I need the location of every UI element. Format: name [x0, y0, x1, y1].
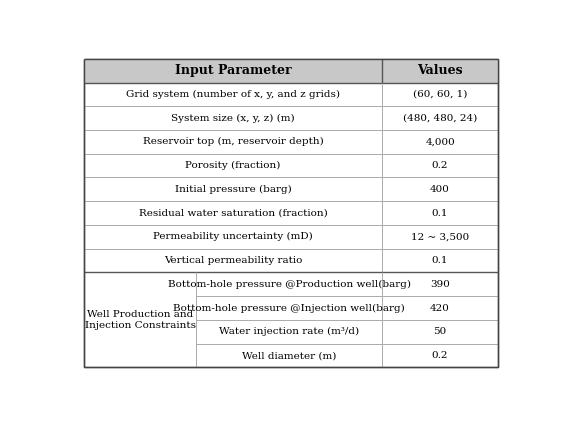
Text: 12 ~ 3,500: 12 ~ 3,500	[411, 233, 469, 241]
Text: System size (x, y, z) (m): System size (x, y, z) (m)	[172, 114, 295, 123]
Text: 400: 400	[430, 185, 450, 194]
Text: 0.1: 0.1	[432, 208, 448, 218]
Text: Well Production and
Injection Constraints: Well Production and Injection Constraint…	[85, 310, 195, 330]
Text: (60, 60, 1): (60, 60, 1)	[413, 90, 467, 99]
Text: 50: 50	[433, 327, 446, 336]
Text: Water injection rate (m³/d): Water injection rate (m³/d)	[219, 327, 359, 336]
Text: (480, 480, 24): (480, 480, 24)	[403, 114, 477, 123]
Text: Porosity (fraction): Porosity (fraction)	[186, 161, 281, 170]
Text: Residual water saturation (fraction): Residual water saturation (fraction)	[139, 208, 328, 218]
Text: 4,000: 4,000	[425, 138, 455, 146]
Text: Initial pressure (barg): Initial pressure (barg)	[175, 185, 291, 194]
Text: Input Parameter: Input Parameter	[175, 64, 291, 77]
Text: Vertical permeability ratio: Vertical permeability ratio	[164, 256, 302, 265]
Text: 420: 420	[430, 303, 450, 313]
Bar	[84, 59, 498, 83]
Text: Values: Values	[417, 64, 463, 77]
Text: Reservoir top (m, reservoir depth): Reservoir top (m, reservoir depth)	[143, 137, 324, 146]
Text: Grid system (number of x, y, and z grids): Grid system (number of x, y, and z grids…	[126, 90, 340, 99]
Text: Well diameter (m): Well diameter (m)	[242, 351, 336, 360]
Text: Permeability uncertainty (mD): Permeability uncertainty (mD)	[153, 232, 313, 241]
Text: 0.2: 0.2	[432, 351, 448, 360]
Text: 390: 390	[430, 280, 450, 289]
Text: 0.1: 0.1	[432, 256, 448, 265]
Text: Bottom-hole pressure @Injection well(barg): Bottom-hole pressure @Injection well(bar…	[173, 303, 405, 313]
Text: Bottom-hole pressure @Production well(barg): Bottom-hole pressure @Production well(ba…	[168, 280, 411, 289]
Text: 0.2: 0.2	[432, 161, 448, 170]
